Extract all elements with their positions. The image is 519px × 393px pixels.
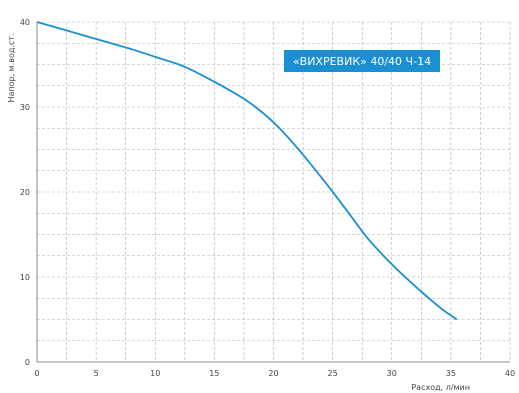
x-tick-label: 5 — [94, 369, 99, 378]
y-tick-label: 30 — [20, 103, 30, 112]
x-tick-label: 35 — [446, 369, 456, 378]
x-tick-label: 40 — [505, 369, 515, 378]
title-badge — [284, 50, 440, 72]
x-axis-label: Расход, л/мин — [411, 383, 470, 392]
x-tick-label: 30 — [387, 369, 397, 378]
x-tick-label: 25 — [328, 369, 338, 378]
x-tick-label: 10 — [150, 369, 160, 378]
x-tick-label: 20 — [268, 369, 278, 378]
series-line — [36, 21, 458, 321]
chart-title: «ВИХРЕВИК» 40/40 Ч-14 — [293, 55, 431, 68]
y-tick-labels: 0 10 20 30 40 — [20, 18, 30, 367]
y-tick-label: 40 — [20, 18, 30, 27]
x-tick-labels: 0 5 10 15 20 25 30 35 40 — [34, 369, 515, 378]
x-tick-label: 15 — [209, 369, 219, 378]
y-tick-label: 10 — [20, 273, 30, 282]
y-tick-label: 0 — [25, 358, 30, 367]
grid — [37, 21, 511, 362]
y-tick-label: 20 — [20, 188, 30, 197]
y-axis-label: Напор, м.вод.ст. — [7, 33, 16, 102]
x-tick-label: 0 — [34, 369, 39, 378]
